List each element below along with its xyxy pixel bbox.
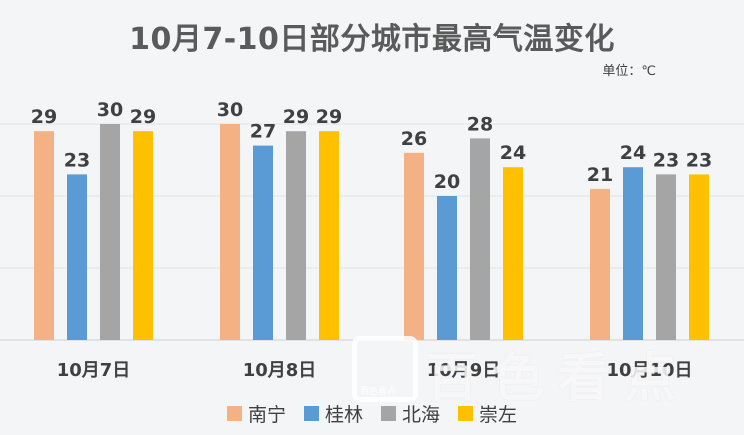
data-label: 29 — [316, 106, 342, 128]
legend-swatch — [226, 406, 242, 421]
legend-swatch — [381, 406, 396, 421]
legend-item: 崇左 — [458, 400, 517, 427]
legend-label: 崇左 — [479, 404, 518, 426]
bar-崇左-10月9日 — [503, 167, 523, 340]
bar-崇左-10月8日 — [319, 131, 339, 340]
legend-item: 北海 — [381, 400, 440, 427]
bar-桂林-10月10日 — [623, 167, 643, 340]
legend-item: 桂林 — [303, 400, 363, 427]
data-label: 30 — [217, 99, 243, 121]
legend-swatch — [458, 406, 474, 421]
data-label: 24 — [500, 142, 526, 164]
data-label: 23 — [686, 149, 712, 171]
data-label: 21 — [587, 164, 613, 186]
bar-桂林-10月9日 — [437, 196, 457, 340]
data-label: 23 — [64, 149, 90, 171]
data-label: 30 — [97, 99, 123, 121]
data-label: 27 — [250, 121, 276, 143]
data-label: 29 — [283, 106, 309, 128]
legend-label: 桂林 — [324, 404, 363, 426]
x-tick-label: 10月10日 — [606, 360, 692, 381]
bar-南宁-10月10日 — [590, 188, 610, 340]
bar-北海-10月10日 — [656, 174, 676, 340]
bar-南宁-10月9日 — [404, 152, 424, 340]
bar-北海-10月8日 — [286, 131, 306, 340]
data-label: 29 — [31, 106, 57, 128]
x-tick-label: 10月7日 — [57, 360, 131, 381]
data-label: 28 — [467, 113, 493, 135]
bar-崇左-10月10日 — [689, 174, 709, 340]
bar-南宁-10月7日 — [34, 131, 54, 340]
data-label: 26 — [401, 128, 427, 150]
bar-北海-10月7日 — [100, 124, 120, 340]
x-tick-label: 10月8日 — [243, 360, 317, 381]
data-label: 29 — [130, 106, 156, 128]
legend-label: 北海 — [402, 404, 441, 426]
legend-item: 南宁 — [226, 400, 286, 427]
x-tick-label: 10月9日 — [427, 360, 501, 381]
data-label: 23 — [653, 149, 679, 171]
bar-桂林-10月7日 — [67, 174, 87, 340]
chart-legend: 南宁 桂林 北海 崇左 — [0, 400, 744, 427]
data-label: 20 — [434, 171, 460, 193]
chart-title: 10月7-10日部分城市最高气温变化 — [129, 22, 615, 57]
legend-swatch — [303, 406, 319, 421]
bar-桂林-10月8日 — [253, 145, 273, 340]
unit-label: 单位：℃ — [602, 64, 656, 79]
bar-北海-10月9日 — [470, 138, 490, 340]
data-label: 24 — [620, 142, 646, 164]
legend-label: 南宁 — [247, 404, 286, 426]
bar-南宁-10月8日 — [220, 124, 240, 340]
bar-崇左-10月7日 — [133, 131, 153, 340]
